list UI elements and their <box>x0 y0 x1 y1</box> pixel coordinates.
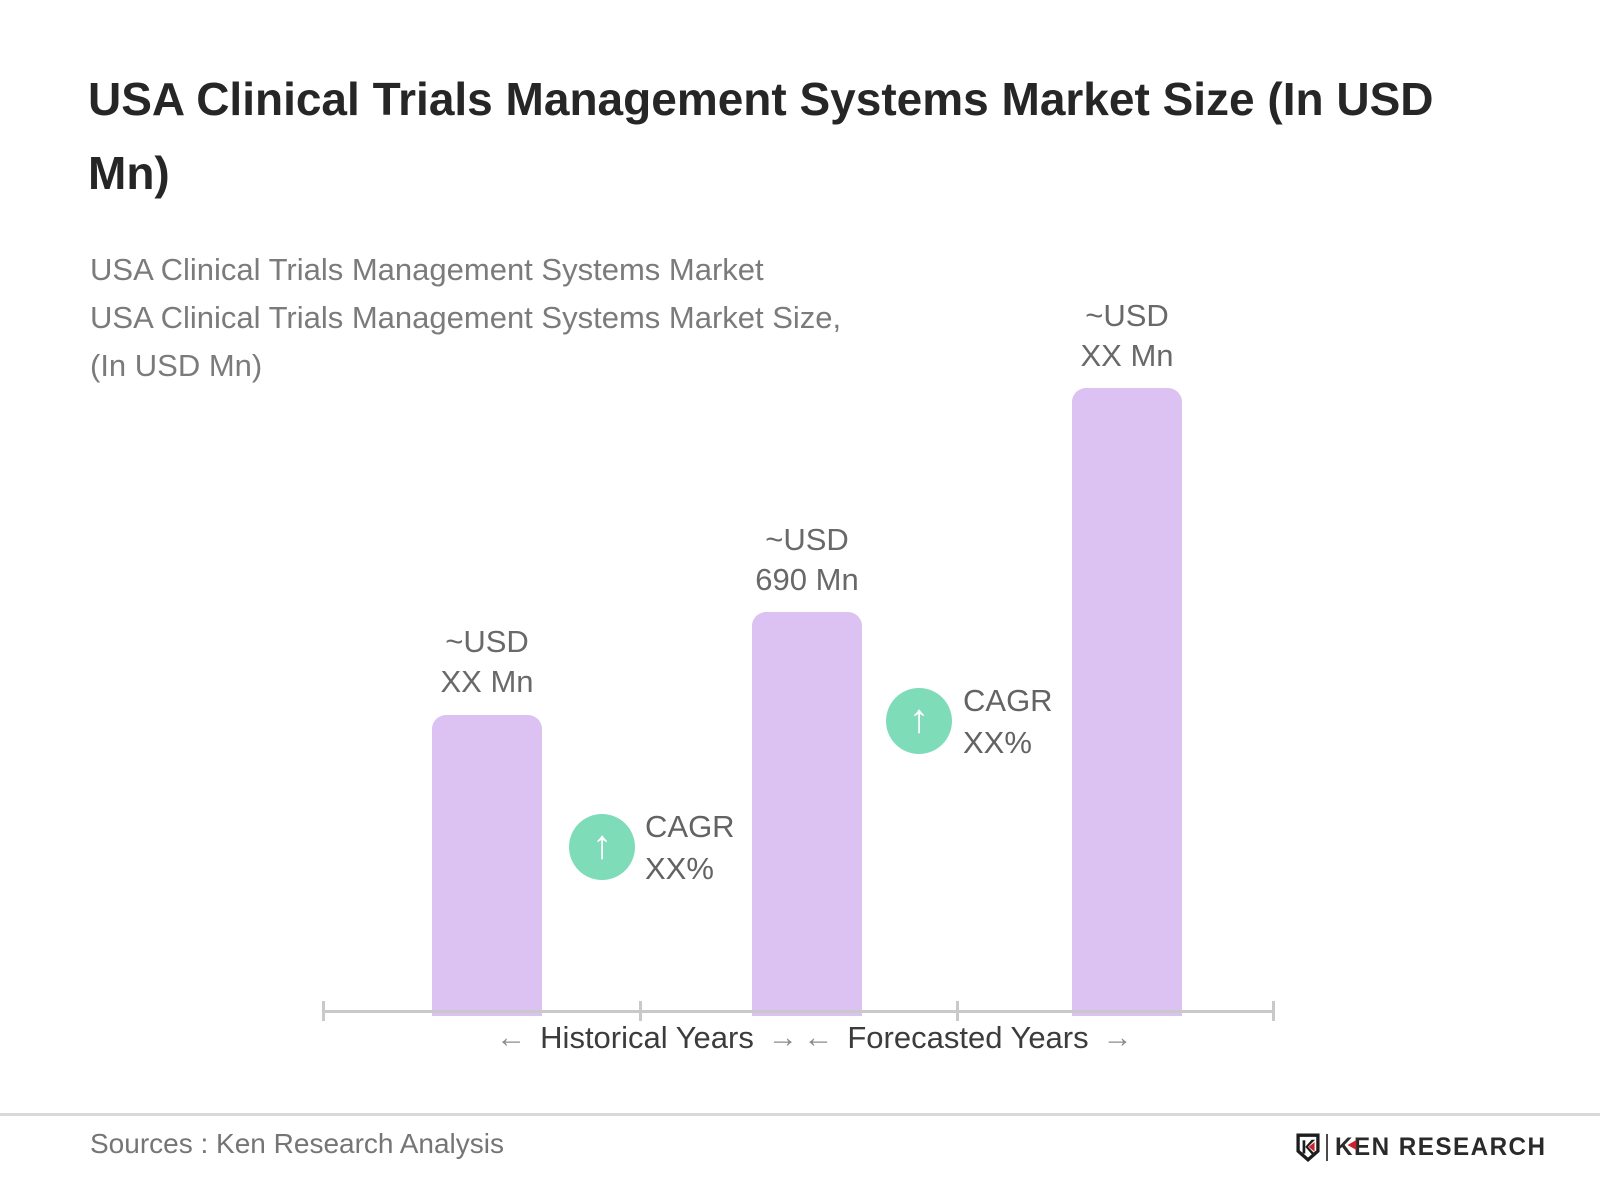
bar-2-label-line-2: 690 Mn <box>755 562 859 597</box>
bar-value-label-2: ~USD 690 Mn <box>697 520 917 600</box>
axis-group-historical-years: ← Historical Years → <box>447 1020 847 1056</box>
cagr-label-1: CAGR XX% <box>645 806 735 890</box>
x-axis-tick <box>322 1001 325 1021</box>
footer-divider <box>0 1113 1600 1116</box>
bar-current-year <box>752 612 862 1016</box>
subtitle-line-2: USA Clinical Trials Management Systems M… <box>90 300 842 335</box>
bar-1-label-line-1: ~USD <box>445 624 529 659</box>
logo-wordmark: K EN RESEARCH <box>1335 1133 1547 1162</box>
ken-research-shield-icon <box>1296 1133 1320 1162</box>
up-arrow-glyph: ↑ <box>909 697 929 741</box>
cagr-2-line-1: CAGR <box>963 683 1053 718</box>
axis-group-forecasted-years: ← Forecasted Years → <box>768 1020 1168 1056</box>
x-axis-tick <box>956 1001 959 1021</box>
x-axis-line <box>322 1010 1274 1013</box>
bar-forecast-end <box>1072 388 1182 1016</box>
right-arrow-icon: → <box>767 1021 798 1054</box>
logo-divider <box>1326 1134 1328 1161</box>
ken-research-logo: K EN RESEARCH <box>1296 1133 1553 1162</box>
axis-group-label-text: Forecasted Years <box>847 1020 1089 1055</box>
bar-value-label-1: ~USD XX Mn <box>377 622 597 702</box>
subtitle-line-1: USA Clinical Trials Management Systems M… <box>90 252 764 287</box>
axis-group-label-text: Historical Years <box>540 1020 754 1055</box>
bar-3-label-line-1: ~USD <box>1085 298 1169 333</box>
bar-2-label-line-1: ~USD <box>765 522 849 557</box>
cagr-1-line-1: CAGR <box>645 809 735 844</box>
cagr-label-2: CAGR XX% <box>963 680 1053 764</box>
logo-rest-letters: EN RESEARCH <box>1353 1133 1547 1161</box>
left-arrow-icon: ← <box>803 1021 834 1054</box>
bar-1-label-line-2: XX Mn <box>440 664 534 699</box>
x-axis-tick <box>1272 1001 1275 1021</box>
page-title: USA Clinical Trials Management Systems M… <box>88 73 1434 199</box>
cagr-2-line-2: XX% <box>963 725 1032 760</box>
right-arrow-icon: → <box>1102 1021 1133 1054</box>
x-axis-tick <box>639 1001 642 1021</box>
left-arrow-icon: ← <box>496 1021 527 1054</box>
up-arrow-circle-icon: ↑ <box>886 688 952 754</box>
up-arrow-circle-icon: ↑ <box>569 814 635 880</box>
logo-red-triangle-icon <box>1347 1140 1356 1150</box>
subtitle-line-3: (In USD Mn) <box>90 348 263 383</box>
bar-historical-start <box>432 715 542 1016</box>
chart-subtitle: USA Clinical Trials Management Systems M… <box>90 246 841 390</box>
up-arrow-glyph: ↑ <box>592 823 612 867</box>
bar-value-label-3: ~USD XX Mn <box>1017 296 1237 376</box>
sources-text: Sources : Ken Research Analysis <box>90 1128 504 1159</box>
cagr-1-line-2: XX% <box>645 851 714 886</box>
bar-3-label-line-2: XX Mn <box>1080 338 1174 373</box>
